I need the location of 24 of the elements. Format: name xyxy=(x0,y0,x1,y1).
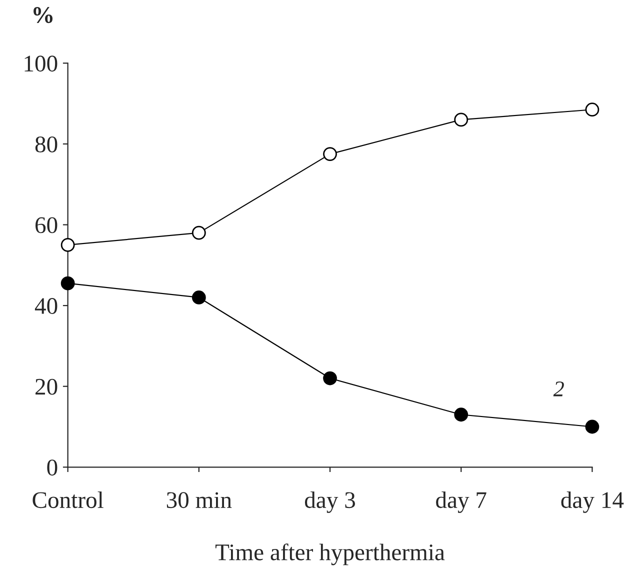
x-tick-label: Control xyxy=(32,491,104,508)
point xyxy=(60,276,75,290)
point xyxy=(585,420,600,434)
point xyxy=(454,408,468,422)
point xyxy=(192,226,206,240)
x-tick-label: 30 min xyxy=(166,492,232,508)
y-axis-title: % xyxy=(34,7,53,24)
y-tick-label: 60 xyxy=(36,217,58,234)
x-tick-label: day 7 xyxy=(436,491,486,513)
x-axis-title: Time after hyperthermia xyxy=(215,543,445,566)
y-tick-label: 100 xyxy=(24,56,58,72)
point xyxy=(323,147,337,161)
point xyxy=(454,112,468,127)
y-tick-label: 0 xyxy=(47,460,58,476)
x-tick-label: day 3 xyxy=(304,491,355,513)
y-tick-label: 20 xyxy=(36,378,58,395)
y-tick-label: 80 xyxy=(35,136,58,152)
series-label: 2 xyxy=(553,381,564,396)
point xyxy=(60,238,75,252)
point xyxy=(323,371,337,386)
point xyxy=(192,290,206,304)
x-tick-label: day 14 xyxy=(561,491,624,513)
y-tick-label: 40 xyxy=(34,298,58,314)
point xyxy=(585,102,600,117)
